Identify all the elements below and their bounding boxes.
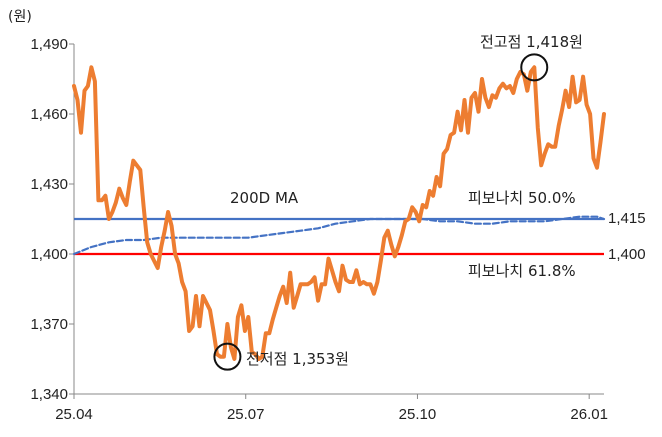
y-tick-label: 1,460 xyxy=(30,106,68,123)
y-axis-ticks: 1,490 1,460 1,430 1,400 1,370 1,340 xyxy=(30,36,74,403)
x-axis-ticks: 25.04 25.07 25.10 26.01 xyxy=(55,394,608,423)
low-label: 전저점 1,353원 xyxy=(246,350,349,368)
usdkrw-series-line xyxy=(72,65,606,361)
x-tick-label: 25.07 xyxy=(227,406,265,423)
y-tick-label: 1,340 xyxy=(30,386,68,403)
y-tick-label: 1,400 xyxy=(30,246,68,263)
fib-618-value: 1,400 xyxy=(608,246,646,263)
fib-50-value: 1,415 xyxy=(608,210,646,227)
x-tick-label: 26.01 xyxy=(570,406,608,423)
high-label: 전고점 1,418원 xyxy=(480,33,583,51)
series-lines xyxy=(72,65,606,361)
ma-label: 200D MA xyxy=(230,189,299,207)
x-tick-label: 25.04 xyxy=(55,406,93,423)
high-marker xyxy=(520,53,549,82)
y-tick-label: 1,430 xyxy=(30,176,68,193)
fibonacci-levels xyxy=(74,217,604,256)
x-tick-label: 25.10 xyxy=(399,406,437,423)
y-tick-label: 1,490 xyxy=(30,36,68,53)
low-marker xyxy=(213,342,242,371)
y-tick-label: 1,370 xyxy=(30,316,68,333)
fib-50-label: 피보나치 50.0% xyxy=(468,189,576,207)
ma200-series-line xyxy=(72,215,606,256)
y-axis-unit: (원) xyxy=(8,9,32,25)
fib-618-label: 피보나치 61.8% xyxy=(468,262,576,280)
